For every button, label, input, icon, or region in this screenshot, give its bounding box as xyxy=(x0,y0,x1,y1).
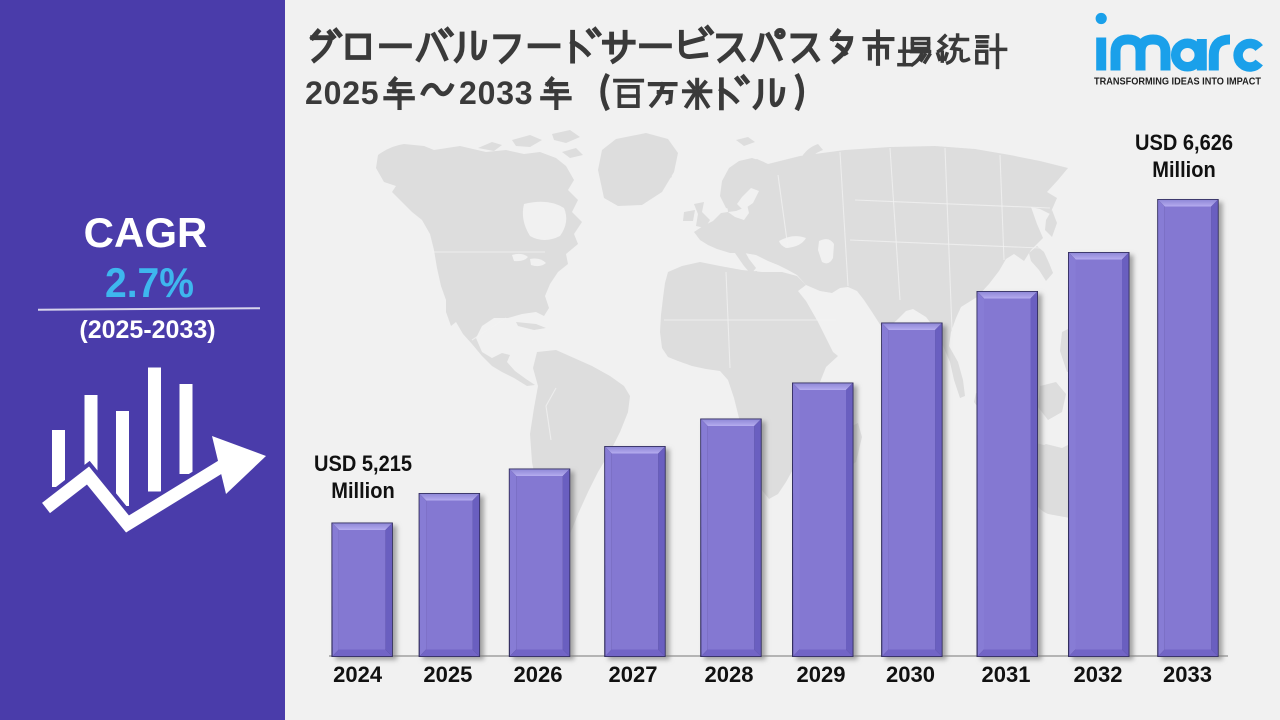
svg-text:2033: 2033 xyxy=(459,75,533,111)
svg-text:2025: 2025 xyxy=(305,75,379,111)
svg-text:TRANSFORMING IDEAS INTO IMPACT: TRANSFORMING IDEAS INTO IMPACT xyxy=(1094,76,1262,88)
